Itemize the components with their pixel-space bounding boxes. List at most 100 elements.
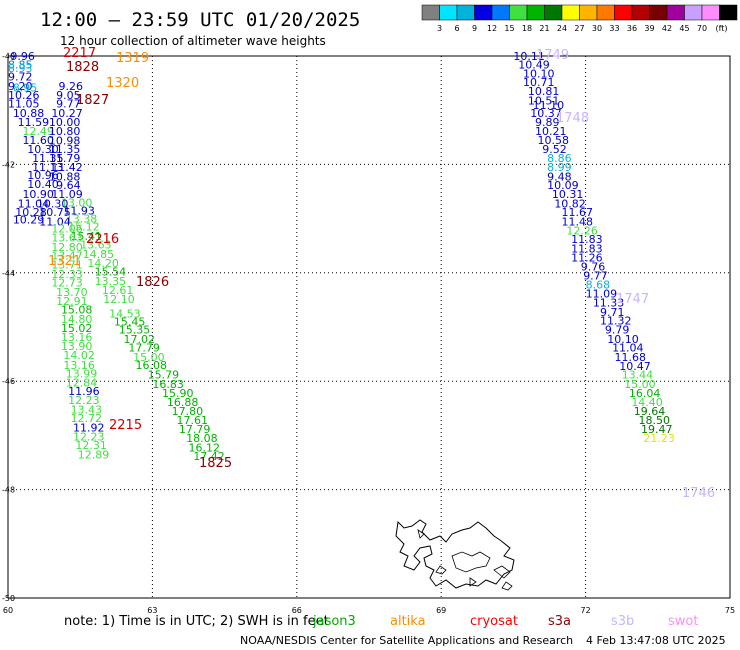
wave-height-value: 12.31 <box>75 439 107 452</box>
wave-height-value: 9.77 <box>583 270 608 283</box>
color-scale-legend: 3 6 9 12 15 18 21 24 27 30 33 36 39 42 45 70 (ft) <box>421 4 738 33</box>
x-tick-label: 66 <box>292 606 302 615</box>
wave-height-value: 16.88 <box>167 396 199 409</box>
wave-height-value: 13.63 <box>51 232 83 245</box>
satellite-label: swot <box>668 614 698 629</box>
wave-height-value: 19.47 <box>641 423 673 436</box>
plot-frame <box>7 55 731 599</box>
wave-height-value: 18.50 <box>639 414 671 427</box>
wave-height-value: 11.92 <box>73 421 105 434</box>
wave-height-value: 15.35 <box>119 324 151 337</box>
legend-label: 12 <box>487 24 497 33</box>
wave-height-value: 11.35 <box>32 152 64 165</box>
legend-label: 21 <box>539 24 549 33</box>
wave-height-value: 12.23 <box>73 430 105 443</box>
y-axis-ticks: -40 -42 -44 -46 -48 -50 <box>2 52 15 603</box>
legend-swatch <box>596 4 615 21</box>
x-tick-label: 63 <box>147 606 157 615</box>
wave-height-value: 11.13 <box>32 161 64 174</box>
wave-height-value: 8.95 <box>13 81 37 94</box>
wave-height-value: 13.63 <box>80 239 112 252</box>
legend-swatch <box>631 4 650 21</box>
y-tick-label: -46 <box>2 377 15 386</box>
pass-label: 1827 <box>76 93 109 108</box>
wave-height-value: 8.68 <box>586 279 611 292</box>
wave-height-value: 9.20 <box>8 80 33 93</box>
wave-height-value: 15.00 <box>133 351 165 364</box>
wave-height-value: 14.85 <box>83 248 115 261</box>
wave-height-value: 13.70 <box>56 286 87 299</box>
wave-height-value: 10.40 <box>27 178 59 191</box>
x-axis-ticks: 60 63 66 69 72 75 <box>3 606 735 615</box>
wave-height-value: 14.40 <box>631 396 663 409</box>
wave-height-value: 11.83 <box>571 233 603 246</box>
wave-height-value: 11.48 <box>562 215 594 228</box>
pass-label: 1746 <box>682 486 715 501</box>
wave-height-value: 17.80 <box>172 405 204 418</box>
legend-label: 15 <box>504 24 514 33</box>
legend-label: 45 <box>679 24 689 33</box>
satellite-label: s3b <box>611 614 634 629</box>
wave-height-value: 17.79 <box>128 342 160 355</box>
wave-height-value: 12.84 <box>66 376 98 389</box>
wave-height-value: 11.83 <box>571 242 603 255</box>
wave-height-value: 10.11 <box>513 50 545 63</box>
pass-label: 1749 <box>536 48 569 63</box>
wave-height-value: 13.44 <box>622 369 654 382</box>
wave-height-value: 10.09 <box>547 179 579 192</box>
wave-height-value: 10.10 <box>607 333 639 346</box>
kerguelen-islands-coastline <box>395 519 515 591</box>
wave-height-value: 19.64 <box>634 405 666 418</box>
wave-height-value: 11.04 <box>612 342 644 355</box>
pass-label: 1826 <box>136 275 169 290</box>
wave-height-value: 11.68 <box>614 351 646 364</box>
legend-swatch <box>526 4 545 21</box>
wave-height-value: 15.02 <box>61 322 93 335</box>
wave-height-value: 14.02 <box>63 349 95 362</box>
wave-height-value: 13.43 <box>71 403 103 416</box>
pass-label: 2215 <box>109 418 142 433</box>
wave-height-value: 11.79 <box>49 152 80 165</box>
wave-height-value: 17.42 <box>193 450 225 463</box>
wave-height-value: 12.23 <box>68 394 100 407</box>
wave-height-value: 10.47 <box>619 360 651 373</box>
wave-height-value: 14.53 <box>109 307 141 320</box>
pass-label: 1748 <box>556 111 589 126</box>
legend-swatch <box>544 4 563 21</box>
x-tick-label: 72 <box>581 606 591 615</box>
legend-unit: (ft) <box>715 24 727 33</box>
wave-height-value: 15.54 <box>95 266 127 279</box>
wave-height-value: 13.38 <box>66 213 98 226</box>
wave-height-value: 8.85 <box>8 59 33 72</box>
pass-label: 1321 <box>48 254 81 269</box>
wave-height-value: 9.05 <box>56 89 80 102</box>
wave-height-value: 13.90 <box>61 340 93 353</box>
y-tick-label: -44 <box>2 269 15 278</box>
wave-height-value: 10.90 <box>22 188 54 201</box>
wave-height-value: 10.82 <box>554 197 586 210</box>
legend-label: 36 <box>627 24 637 33</box>
wave-height-value: 9.76 <box>581 260 606 273</box>
wave-height-value: 13.99 <box>66 368 98 381</box>
satellite-legend: jason3 altika cryosat s3a s3b swot <box>312 614 698 629</box>
legend-label: 3 <box>437 24 442 33</box>
plot-area: 60 63 66 69 72 75 -40 -42 -44 -46 -48 -50 9.968.85… <box>2 46 735 615</box>
legend-swatch <box>421 4 440 21</box>
satellite-label: jason3 <box>312 614 356 629</box>
wave-height-value: 11.42 <box>51 161 83 174</box>
legend-swatch <box>561 4 580 21</box>
note-text: note: 1) Time is in UTC; 2) SWH is in fe… <box>64 614 329 629</box>
legend-swatch <box>666 4 685 21</box>
y-tick-label: -48 <box>2 486 15 495</box>
wave-height-value: 12.80 <box>51 241 83 254</box>
wave-height-value: 13.16 <box>63 359 95 372</box>
wave-height-value: 10.37 <box>530 107 562 120</box>
wave-height-value: 15.41 <box>71 230 103 243</box>
map-title: 12:00 — 23:59 UTC 01/20/2025 <box>40 9 360 31</box>
wave-height-value: 9.48 <box>547 170 572 183</box>
legend-label: 6 <box>454 24 459 33</box>
wave-height-value: 11.04 <box>18 197 50 210</box>
legend-label: 33 <box>609 24 619 33</box>
wave-height-value: 13.71 <box>51 259 83 272</box>
